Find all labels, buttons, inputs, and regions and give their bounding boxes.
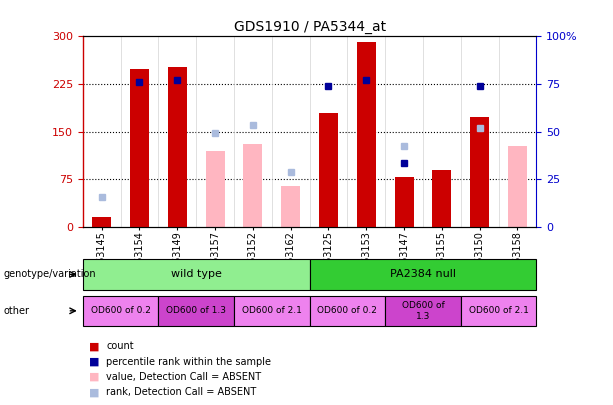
Text: OD600 of
1.3: OD600 of 1.3	[402, 301, 444, 320]
Text: rank, Detection Call = ABSENT: rank, Detection Call = ABSENT	[106, 388, 256, 397]
Text: PA2384 null: PA2384 null	[390, 269, 456, 279]
Bar	[243, 144, 262, 227]
Bar	[158, 296, 234, 326]
Bar	[83, 259, 310, 290]
Text: wild type: wild type	[171, 269, 221, 279]
Bar	[385, 296, 461, 326]
Text: value, Detection Call = ABSENT: value, Detection Call = ABSENT	[106, 372, 261, 382]
Bar	[357, 42, 376, 227]
Bar	[310, 296, 385, 326]
Title: GDS1910 / PA5344_at: GDS1910 / PA5344_at	[234, 20, 386, 34]
Bar	[461, 296, 536, 326]
Text: genotype/variation: genotype/variation	[3, 269, 96, 279]
Bar	[130, 69, 149, 227]
Bar	[319, 113, 338, 227]
Bar	[395, 177, 414, 227]
Bar	[92, 217, 111, 227]
Bar	[432, 175, 451, 227]
Bar	[470, 117, 489, 227]
Bar	[432, 170, 451, 227]
Bar	[205, 151, 224, 227]
Text: OD600 of 0.2: OD600 of 0.2	[91, 306, 151, 315]
Text: ■: ■	[89, 388, 99, 397]
Bar	[508, 145, 527, 227]
Bar	[281, 185, 300, 227]
Text: OD600 of 2.1: OD600 of 2.1	[468, 306, 528, 315]
Text: ■: ■	[89, 341, 99, 351]
Bar	[83, 296, 158, 326]
Text: other: other	[3, 306, 29, 316]
Bar	[168, 67, 187, 227]
Bar	[310, 259, 536, 290]
Bar	[234, 296, 310, 326]
Text: count: count	[106, 341, 134, 351]
Text: OD600 of 0.2: OD600 of 0.2	[318, 306, 378, 315]
Text: OD600 of 2.1: OD600 of 2.1	[242, 306, 302, 315]
Text: ■: ■	[89, 372, 99, 382]
Text: percentile rank within the sample: percentile rank within the sample	[106, 357, 271, 367]
Text: ■: ■	[89, 357, 99, 367]
Text: OD600 of 1.3: OD600 of 1.3	[166, 306, 226, 315]
Bar	[92, 217, 111, 227]
